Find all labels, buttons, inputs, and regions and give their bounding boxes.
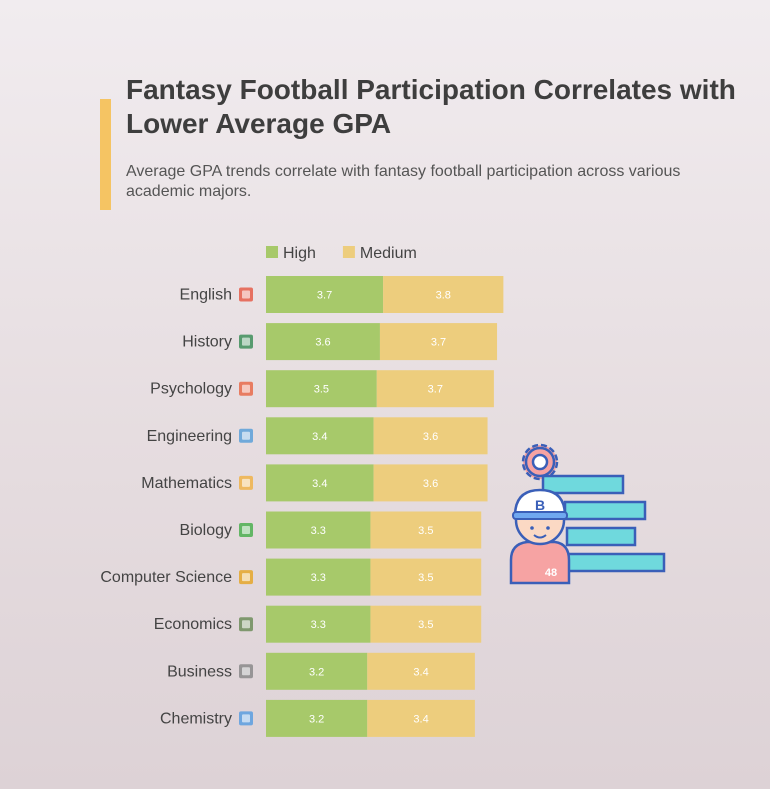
bar-value-label: 3.4: [312, 431, 327, 443]
icon-detail: [242, 667, 250, 676]
icon-detail: [242, 573, 250, 582]
chart-row: History 3.6 3.7: [182, 323, 498, 361]
bar-value-label: 3.4: [413, 666, 428, 678]
bar-high: [266, 511, 371, 549]
cap-letter: B: [535, 497, 545, 513]
brain-icon: [239, 381, 253, 396]
scroll-icon: [239, 334, 253, 349]
category-label: Psychology: [150, 381, 232, 398]
bar-value-label: 3.4: [413, 713, 428, 725]
computer-icon: [239, 570, 253, 585]
icon-detail: [242, 714, 250, 723]
chart-legend: High Medium: [266, 245, 417, 262]
bar-high: [266, 276, 384, 313]
bar-medium: [383, 276, 504, 313]
jersey-number: 48: [545, 567, 557, 579]
chart-row: Engineering 3.4 3.6: [147, 417, 488, 455]
player-figure: B 48: [509, 488, 571, 585]
chart-row: Economics 3.3 3.5: [154, 605, 482, 643]
icon-detail: [242, 384, 250, 393]
bar-medium: [373, 464, 488, 502]
progress-bars-graphic: [541, 474, 666, 573]
abacus-icon: [239, 475, 253, 490]
gear-icon: [521, 443, 559, 481]
category-label: Economics: [154, 616, 232, 633]
category-label: Biology: [180, 522, 232, 539]
legend-label-high: High: [283, 245, 316, 262]
bar-value-label: 3.8: [436, 290, 451, 302]
bar-medium: [367, 699, 475, 737]
bar-high: [266, 605, 371, 643]
bar-value-label: 3.6: [423, 431, 438, 443]
icon-detail: [242, 620, 250, 629]
legend-swatch-medium: [342, 246, 355, 258]
book-icon: [239, 287, 253, 302]
chart-row: English 3.7 3.8: [180, 276, 504, 313]
icon-detail: [242, 290, 250, 299]
flask-icon: [239, 711, 253, 726]
bar-value-label: 3.6: [423, 478, 438, 490]
icon-detail: [242, 431, 250, 440]
bar-medium: [370, 605, 482, 643]
bar-value-label: 3.7: [428, 384, 443, 396]
category-label: Engineering: [147, 428, 232, 445]
briefcase-icon: [239, 664, 253, 679]
title-accent-bar: [100, 99, 111, 210]
category-label: History: [182, 334, 232, 351]
legend-swatch-high: [266, 246, 278, 258]
category-label: English: [180, 287, 232, 304]
bar-high: [266, 464, 374, 502]
chart-row: Business 3.2 3.4: [167, 652, 475, 690]
bar-medium: [367, 652, 475, 690]
bar-high: [266, 558, 371, 596]
bar-high: [266, 370, 377, 408]
bar-medium: [370, 558, 482, 596]
baseball-player-illustration: B 48: [509, 443, 666, 585]
bar-value-label: 3.2: [309, 713, 324, 725]
category-label: Computer Science: [100, 569, 232, 586]
wrench-icon: [239, 428, 253, 443]
bar-high: [266, 323, 380, 361]
bar-value-label: 3.5: [418, 525, 433, 537]
category-label: Chemistry: [160, 710, 232, 727]
chart-row: Computer Science 3.3 3.5: [100, 558, 482, 596]
bar-high: [266, 699, 368, 737]
page-title: Fantasy Football Participation Correlate…: [126, 74, 736, 139]
dna-icon: [239, 523, 253, 537]
bar-value-label: 3.7: [317, 290, 332, 302]
bar-value-label: 3.4: [312, 478, 327, 490]
money-icon: [239, 617, 253, 632]
bar-value-label: 3.3: [311, 619, 326, 631]
bar-value-label: 3.6: [315, 337, 330, 349]
bar-medium: [373, 417, 488, 455]
bar-value-label: 3.5: [314, 384, 329, 396]
bar-medium: [370, 511, 482, 549]
chart-row: Chemistry 3.2 3.4: [160, 699, 475, 737]
bar-value-label: 3.7: [431, 337, 446, 349]
bar-medium: [379, 323, 498, 361]
category-label: Business: [167, 663, 232, 680]
icon-detail: [242, 337, 250, 346]
chart-row: Mathematics 3.4 3.6: [141, 464, 488, 502]
bar-value-label: 3.5: [418, 619, 433, 631]
category-label: Mathematics: [141, 475, 232, 492]
bar-value-label: 3.5: [418, 572, 433, 584]
bar-value-label: 3.3: [311, 572, 326, 584]
chart-row: Psychology 3.5 3.7: [150, 370, 494, 408]
bar-value-label: 3.3: [311, 525, 326, 537]
chart-row: Biology 3.3 3.5: [180, 511, 482, 549]
icon-detail: [242, 526, 250, 534]
bar-medium: [376, 370, 494, 408]
bar-high: [266, 652, 368, 690]
icon-detail: [242, 478, 250, 487]
bar-high: [266, 417, 374, 455]
legend-label-medium: Medium: [360, 245, 417, 262]
bar-value-label: 3.2: [309, 666, 324, 678]
page-subtitle: Average GPA trends correlate with fantas…: [126, 163, 681, 200]
